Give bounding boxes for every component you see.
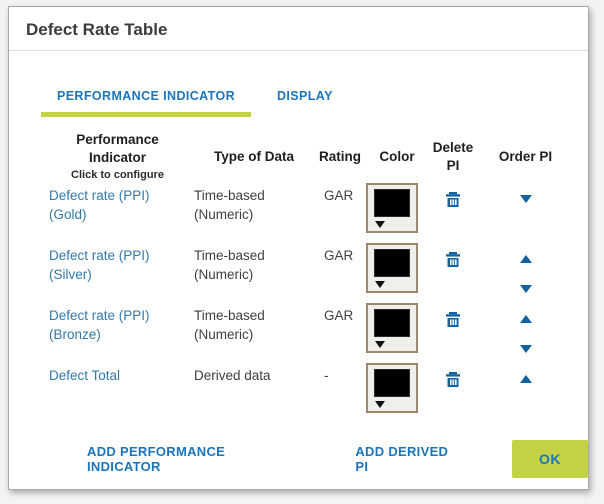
swatch-dropdown-caret [375,401,385,409]
header-click-to-configure: Click to configure [71,169,164,182]
tab-bar: PERFORMANCE INDICATOR DISPLAY [41,89,588,117]
title-divider [9,50,588,51]
delete-pi-icon[interactable] [445,191,461,208]
dialog-title-bar: Defect Rate Table [9,7,588,50]
type-of-data-value: Time-based (Numeric) [194,248,265,283]
color-swatch [374,369,410,398]
color-swatch [374,249,410,278]
add-derived-pi-link[interactable]: ADD DERIVED PI [355,444,449,474]
pi-link-gold[interactable]: Defect rate (PPI) (Gold) [49,188,150,223]
color-picker-gold[interactable] [366,183,418,234]
swatch-dropdown-caret [375,341,385,349]
table-row: Defect rate (PPI) (Bronze) Time-based (N… [41,303,580,363]
dialog-title: Defect Rate Table [26,20,168,39]
delete-pi-icon[interactable] [445,251,461,268]
table-row: Defect Total Derived data - [41,363,580,423]
move-up-icon[interactable] [519,315,532,324]
color-picker-defect-total[interactable] [366,363,418,414]
header-type-of-data: Type of Data [213,149,294,165]
move-up-icon[interactable] [519,375,532,384]
move-up-icon[interactable] [519,255,532,264]
rating-value: GAR [324,248,354,264]
move-down-icon[interactable] [519,285,532,294]
color-swatch [374,189,410,218]
color-swatch [374,309,410,338]
delete-pi-icon[interactable] [445,311,461,328]
color-picker-bronze[interactable] [366,303,418,354]
type-of-data-value: Time-based (Numeric) [194,188,265,223]
swatch-dropdown-caret [375,281,385,289]
defect-rate-table-dialog: Defect Rate Table PERFORMANCE INDICATOR … [8,6,589,490]
table-header-row: Performance Indicator Click to configure… [41,131,580,183]
header-delete-pi: Delete PI [432,139,474,174]
header-order-pi: Order PI [498,149,553,165]
rating-value: - [324,368,329,384]
table-row: Defect rate (PPI) (Silver) Time-based (N… [41,243,580,303]
type-of-data-value: Time-based (Numeric) [194,308,265,343]
pi-link-bronze[interactable]: Defect rate (PPI) (Bronze) [49,308,150,343]
swatch-dropdown-caret [375,221,385,229]
pi-link-defect-total[interactable]: Defect Total [49,368,121,384]
move-down-icon[interactable] [519,195,532,204]
rating-value: GAR [324,188,354,204]
tab-display[interactable]: DISPLAY [277,89,333,103]
move-down-icon[interactable] [519,345,532,354]
color-picker-silver[interactable] [366,243,418,294]
header-color: Color [379,149,415,165]
delete-pi-icon[interactable] [445,371,461,388]
tab-performance-indicator[interactable]: PERFORMANCE INDICATOR [41,89,251,117]
header-performance-indicator: Performance Indicator Click to configure [41,131,194,183]
header-rating: Rating [319,149,361,165]
dialog-footer: ADD PERFORMANCE INDICATOR ADD DERIVED PI… [9,437,589,481]
table-row: Defect rate (PPI) (Gold) Time-based (Num… [41,183,580,243]
add-performance-indicator-link[interactable]: ADD PERFORMANCE INDICATOR [87,444,226,474]
type-of-data-value: Derived data [194,368,271,384]
pi-link-silver[interactable]: Defect rate (PPI) (Silver) [49,248,150,283]
ok-button[interactable]: OK [512,440,589,478]
rating-value: GAR [324,308,354,324]
